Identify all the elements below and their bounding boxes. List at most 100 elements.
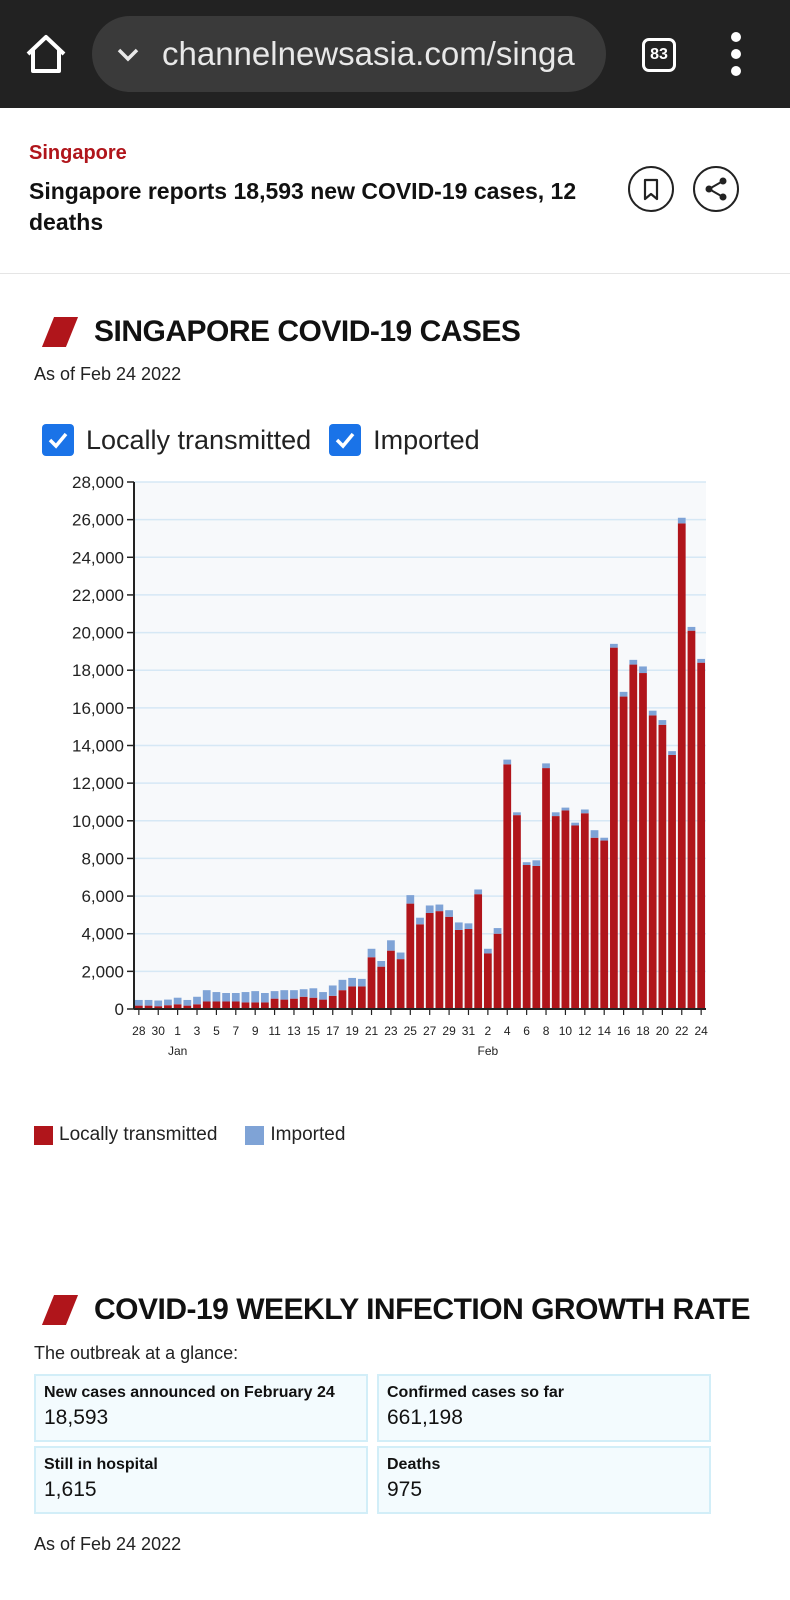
bar-imported: [416, 917, 424, 925]
bar-local: [270, 998, 279, 1009]
stat-value: 661,198: [387, 1406, 463, 1429]
bar-local: [435, 911, 444, 1009]
more-menu-icon[interactable]: [726, 32, 746, 76]
x-tick-label: 23: [384, 1024, 398, 1038]
bar-imported: [503, 759, 512, 765]
bar-imported: [222, 993, 230, 1002]
month-label: Feb: [478, 1044, 499, 1058]
y-tick-label: 22,000: [72, 586, 124, 605]
bar-imported: [571, 822, 579, 826]
growth-subtitle: The outbreak at a glance:: [34, 1343, 239, 1363]
home-icon[interactable]: [20, 28, 72, 80]
stat-value: 18,593: [44, 1406, 109, 1429]
bar-local: [367, 957, 376, 1009]
local-toggle-label[interactable]: Locally transmitted: [86, 424, 312, 455]
stat-value: 1,615: [44, 1478, 97, 1501]
bar-local: [425, 913, 434, 1009]
x-tick-label: 5: [213, 1024, 220, 1038]
x-tick-label: 4: [504, 1024, 511, 1038]
bar-local: [561, 810, 570, 1009]
bar-imported: [551, 812, 560, 817]
x-tick-label: 27: [423, 1024, 437, 1038]
stat-label: Still in hospital: [44, 1456, 158, 1473]
bar-local: [261, 1002, 269, 1009]
local-checkbox[interactable]: [42, 424, 74, 456]
bar-local: [222, 1001, 230, 1009]
bar-imported: [183, 999, 192, 1006]
x-tick-label: 20: [656, 1024, 670, 1038]
article-headline: Singapore reports 18,593 new COVID-19 ca…: [29, 178, 577, 235]
bar-imported: [425, 905, 434, 914]
bar-imported: [193, 996, 201, 1005]
cases-bar-chart: 0 2,000 4,000 6,000 8,000 10,000 12,000 14,000 1…: [72, 473, 708, 1058]
x-tick-label: 22: [675, 1024, 689, 1038]
bar-local: [154, 1006, 163, 1009]
bar-local: [406, 903, 415, 1009]
x-tick-label: 3: [194, 1024, 201, 1038]
bar-imported: [677, 517, 686, 524]
y-tick-label: 6,000: [81, 887, 124, 906]
bar-imported: [493, 928, 502, 934]
url-text[interactable]: channelnewsasia.com/singa: [162, 35, 575, 72]
bar-imported: [338, 979, 347, 991]
x-tick-label: 2: [485, 1024, 492, 1038]
y-tick-label: 0: [115, 1000, 124, 1019]
bar-imported: [532, 860, 541, 866]
chevron-down-icon[interactable]: [114, 40, 142, 68]
growth-section-title: COVID-19 WEEKLY INFECTION GROWTH RATE: [41, 1290, 751, 1330]
bar-local: [241, 1002, 250, 1009]
bar-local: [173, 1004, 182, 1009]
chart-legend: Locally transmitted Imported: [34, 1124, 345, 1146]
x-tick-label: 9: [252, 1024, 259, 1038]
browser-toolbar: channelnewsasia.com/singa 83: [0, 0, 790, 108]
bar-imported: [173, 997, 182, 1005]
bar-imported: [134, 999, 143, 1006]
bar-imported: [406, 895, 415, 904]
bar-local: [357, 986, 366, 1009]
bar-local: [639, 673, 647, 1009]
bar-imported: [513, 812, 521, 816]
section-link[interactable]: Singapore: [29, 142, 127, 164]
bar-imported: [639, 666, 647, 674]
imported-checkbox[interactable]: [329, 424, 362, 456]
bar-local: [280, 999, 289, 1009]
bar-imported: [648, 710, 657, 716]
x-tick-label: 29: [442, 1024, 456, 1038]
checkmark-icon: [335, 432, 355, 449]
share-icon: [705, 177, 727, 201]
stat-label: New cases announced on February 24: [44, 1384, 335, 1401]
bar-local: [522, 865, 531, 1009]
brand-slash-icon: [41, 317, 79, 347]
bar-imported: [561, 807, 570, 811]
bar-imported: [299, 989, 308, 997]
imported-toggle-label[interactable]: Imported: [373, 424, 480, 455]
bookmark-icon: [643, 178, 659, 201]
bar-local: [474, 894, 483, 1009]
bar-local: [503, 764, 512, 1009]
bar-local: [619, 696, 628, 1009]
x-tick-label: 14: [598, 1024, 612, 1038]
tab-switcher-button[interactable]: 83: [642, 38, 676, 72]
bookmark-button[interactable]: [628, 166, 674, 212]
bar-local: [348, 986, 357, 1009]
bar-local: [164, 1005, 172, 1009]
bar-imported: [280, 990, 289, 1000]
bar-imported: [454, 922, 463, 930]
legend-label-local: Locally transmitted: [59, 1124, 218, 1145]
y-tick-label: 18,000: [72, 661, 124, 680]
y-tick-label: 8,000: [81, 849, 124, 868]
url-bar[interactable]: channelnewsasia.com/singa: [92, 16, 606, 92]
bar-imported: [629, 659, 638, 665]
bar-imported: [377, 961, 386, 967]
bar-imported: [396, 952, 405, 960]
share-button[interactable]: [693, 166, 739, 212]
bar-imported: [144, 999, 153, 1006]
bar-local: [464, 929, 473, 1009]
bar-local: [542, 768, 550, 1009]
stat-new-cases: New cases announced on February 24 18,59…: [34, 1374, 368, 1442]
bar-imported: [241, 992, 250, 1003]
x-tick-label: 28: [132, 1024, 146, 1038]
series-toggles: Locally transmitted Imported: [42, 418, 498, 462]
stat-label: Confirmed cases so far: [387, 1384, 564, 1401]
bar-local: [416, 924, 424, 1009]
